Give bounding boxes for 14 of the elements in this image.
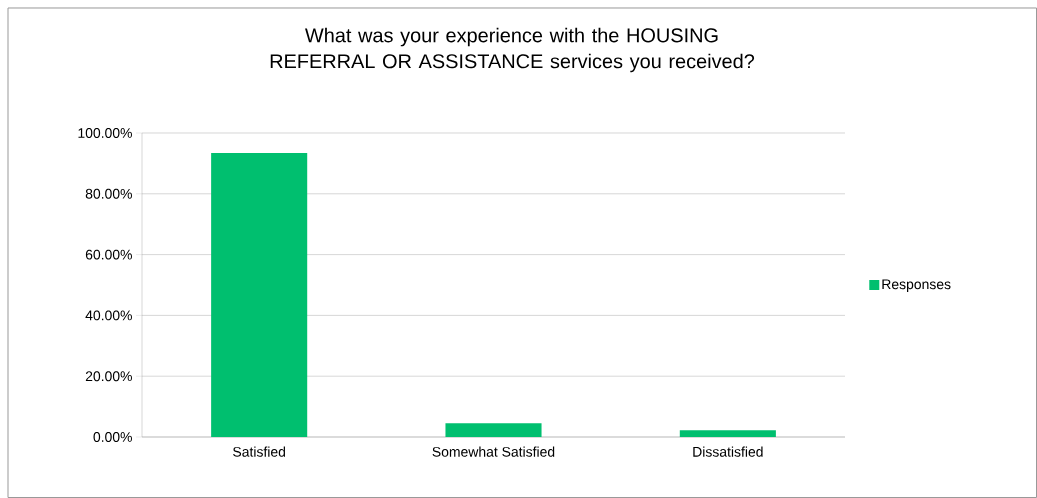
legend-label: Responses	[882, 279, 951, 292]
y-tick-label: 100.00%	[78, 128, 132, 138]
bar	[679, 430, 776, 437]
bar	[445, 423, 542, 437]
y-tick-label: 80.00%	[85, 188, 132, 199]
y-tick-label: 20.00%	[85, 371, 132, 382]
bar	[211, 153, 308, 437]
x-tick-label: Dissatisfied	[693, 446, 763, 457]
x-tick-label: Somewhat Satisfied	[432, 446, 555, 457]
chart-title: What was your experience with the HOUSING REFERRAL OR ASSISTANCE services you received?	[270, 27, 755, 73]
y-tick-label: 40.00%	[85, 310, 132, 321]
y-tick-label: 60.00%	[85, 249, 132, 260]
x-tick-label: Satisfied	[233, 446, 286, 457]
y-tick-label: 0.00%	[93, 432, 132, 442]
